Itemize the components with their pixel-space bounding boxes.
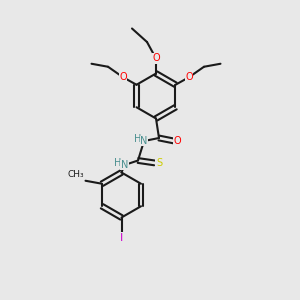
Text: O: O (185, 72, 193, 82)
Text: O: O (119, 72, 127, 82)
Text: CH₃: CH₃ (68, 170, 84, 179)
Text: O: O (152, 53, 160, 64)
Text: I: I (120, 233, 123, 243)
Text: H: H (134, 134, 141, 144)
Text: N: N (121, 160, 128, 170)
Text: H: H (114, 158, 122, 168)
Text: N: N (140, 136, 148, 146)
Text: S: S (156, 158, 162, 168)
Text: O: O (174, 136, 182, 146)
